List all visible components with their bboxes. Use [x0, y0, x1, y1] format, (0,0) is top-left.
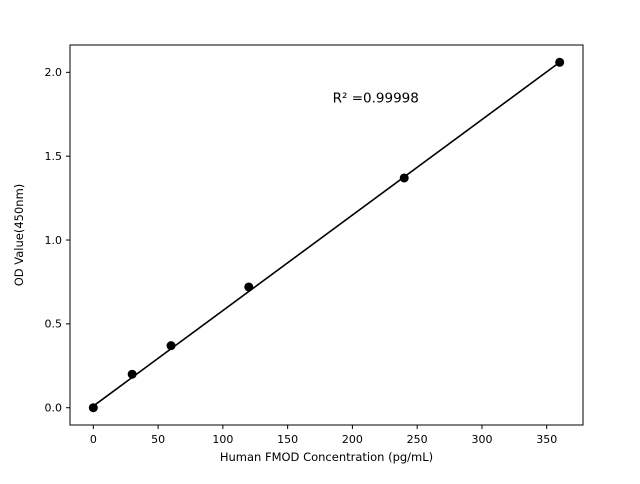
x-tick-label: 150	[277, 433, 298, 446]
r-squared-annotation: R² =0.99998	[333, 91, 419, 107]
x-axis-label: Human FMOD Concentration (pg/mL)	[220, 450, 433, 464]
y-tick-label: 0.0	[45, 402, 63, 415]
data-point	[555, 57, 565, 67]
data-point	[399, 173, 409, 183]
data-point	[244, 282, 254, 292]
x-tick-label: 200	[342, 433, 363, 446]
y-tick-label: 1.5	[45, 150, 63, 163]
y-tick-label: 2.0	[45, 66, 63, 79]
y-tick-label: 0.5	[45, 318, 63, 331]
data-point	[166, 341, 176, 351]
x-tick-label: 250	[407, 433, 428, 446]
x-tick-label: 50	[151, 433, 165, 446]
data-point	[88, 403, 98, 413]
x-tick-label: 350	[536, 433, 557, 446]
x-tick-label: 0	[90, 433, 97, 446]
y-axis-label: OD Value(450nm)	[12, 184, 26, 287]
data-point	[127, 369, 137, 379]
y-tick-label: 1.0	[45, 234, 63, 247]
x-tick-label: 100	[212, 433, 233, 446]
x-tick-label: 300	[471, 433, 492, 446]
